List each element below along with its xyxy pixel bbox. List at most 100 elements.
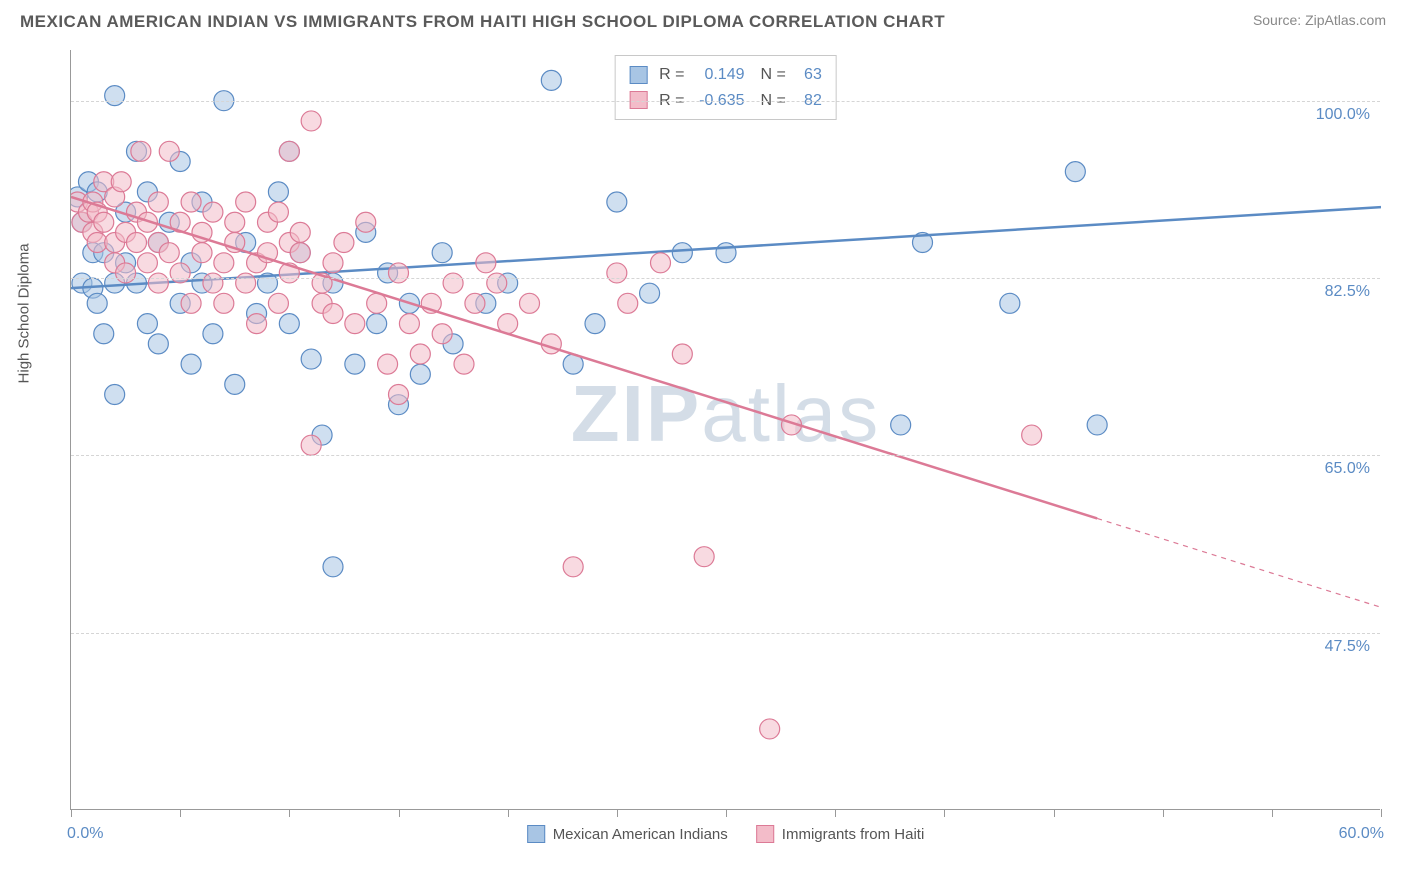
scatter-point: [476, 253, 496, 273]
scatter-point: [672, 243, 692, 263]
x-tick: [1054, 809, 1055, 817]
scatter-point: [301, 111, 321, 131]
legend-bottom: Mexican American Indians Immigrants from…: [527, 825, 925, 843]
scatter-point: [203, 273, 223, 293]
trend-line: [71, 197, 1097, 518]
scatter-point: [181, 354, 201, 374]
r-label-a: R =: [659, 62, 684, 88]
scatter-point: [410, 364, 430, 384]
trend-line-dashed: [1097, 518, 1381, 607]
y-tick-label: 100.0%: [1316, 106, 1370, 124]
x-tick: [508, 809, 509, 817]
scatter-point: [432, 243, 452, 263]
scatter-point: [694, 547, 714, 567]
scatter-point: [1022, 425, 1042, 445]
scatter-point: [203, 324, 223, 344]
grid-line-h: [71, 101, 1380, 102]
scatter-point: [1000, 293, 1020, 313]
scatter-point: [323, 557, 343, 577]
scatter-point: [94, 212, 114, 232]
scatter-point: [137, 253, 157, 273]
scatter-point: [563, 557, 583, 577]
grid-line-h: [71, 633, 1380, 634]
x-tick-end: 60.0%: [1339, 825, 1384, 843]
scatter-point: [279, 314, 299, 334]
scatter-point: [301, 435, 321, 455]
scatter-point: [159, 243, 179, 263]
scatter-point: [301, 349, 321, 369]
stats-swatch-a: [629, 66, 647, 84]
x-tick: [726, 809, 727, 817]
x-tick: [1272, 809, 1273, 817]
scatter-point: [268, 293, 288, 313]
n-label-a: N =: [761, 62, 786, 88]
source-attribution: Source: ZipAtlas.com: [1253, 12, 1386, 28]
y-axis-label: High School Diploma: [16, 243, 33, 383]
scatter-point: [378, 354, 398, 374]
y-tick-label: 82.5%: [1325, 283, 1370, 301]
scatter-point: [105, 385, 125, 405]
stats-legend-box: R = 0.149 N = 63 R = -0.635 N = 82: [614, 55, 837, 120]
plot-area: ZIPatlas R = 0.149 N = 63 R = -0.635 N =…: [70, 50, 1380, 810]
scatter-point: [1065, 162, 1085, 182]
y-tick-label: 65.0%: [1325, 460, 1370, 478]
y-tick-label: 47.5%: [1325, 638, 1370, 656]
scatter-point: [410, 344, 430, 364]
scatter-point: [214, 253, 234, 273]
chart-svg: [71, 50, 1381, 810]
scatter-point: [181, 192, 201, 212]
scatter-point: [290, 222, 310, 242]
scatter-point: [268, 182, 288, 202]
legend-swatch-a: [527, 825, 545, 843]
scatter-point: [345, 354, 365, 374]
scatter-point: [1087, 415, 1107, 435]
scatter-point: [618, 293, 638, 313]
scatter-point: [891, 415, 911, 435]
scatter-point: [105, 86, 125, 106]
scatter-point: [585, 314, 605, 334]
x-tick: [71, 809, 72, 817]
scatter-point: [268, 202, 288, 222]
scatter-point: [116, 263, 136, 283]
scatter-point: [356, 212, 376, 232]
scatter-point: [225, 212, 245, 232]
scatter-point: [651, 253, 671, 273]
scatter-point: [181, 293, 201, 313]
chart-container: High School Diploma ZIPatlas R = 0.149 N…: [50, 50, 1390, 840]
scatter-point: [192, 243, 212, 263]
legend-swatch-b: [756, 825, 774, 843]
grid-line-h: [71, 278, 1380, 279]
scatter-point: [111, 172, 131, 192]
scatter-point: [399, 314, 419, 334]
x-tick: [1381, 809, 1382, 817]
scatter-point: [225, 374, 245, 394]
scatter-point: [94, 324, 114, 344]
x-tick: [399, 809, 400, 817]
scatter-point: [389, 263, 409, 283]
scatter-point: [443, 273, 463, 293]
scatter-point: [716, 243, 736, 263]
scatter-point: [236, 192, 256, 212]
legend-item-b: Immigrants from Haiti: [756, 825, 925, 843]
x-tick: [944, 809, 945, 817]
legend-label-a: Mexican American Indians: [553, 826, 728, 843]
scatter-point: [148, 334, 168, 354]
scatter-point: [87, 293, 107, 313]
x-tick: [289, 809, 290, 817]
scatter-point: [454, 354, 474, 374]
grid-line-h: [71, 455, 1380, 456]
scatter-point: [290, 243, 310, 263]
x-tick: [835, 809, 836, 817]
legend-label-b: Immigrants from Haiti: [782, 826, 925, 843]
scatter-point: [137, 314, 157, 334]
scatter-point: [148, 192, 168, 212]
scatter-point: [607, 263, 627, 283]
chart-title: MEXICAN AMERICAN INDIAN VS IMMIGRANTS FR…: [20, 12, 945, 32]
scatter-point: [159, 141, 179, 161]
legend-item-a: Mexican American Indians: [527, 825, 728, 843]
scatter-point: [131, 141, 151, 161]
scatter-point: [367, 314, 387, 334]
scatter-point: [760, 719, 780, 739]
scatter-point: [465, 293, 485, 313]
x-tick: [617, 809, 618, 817]
